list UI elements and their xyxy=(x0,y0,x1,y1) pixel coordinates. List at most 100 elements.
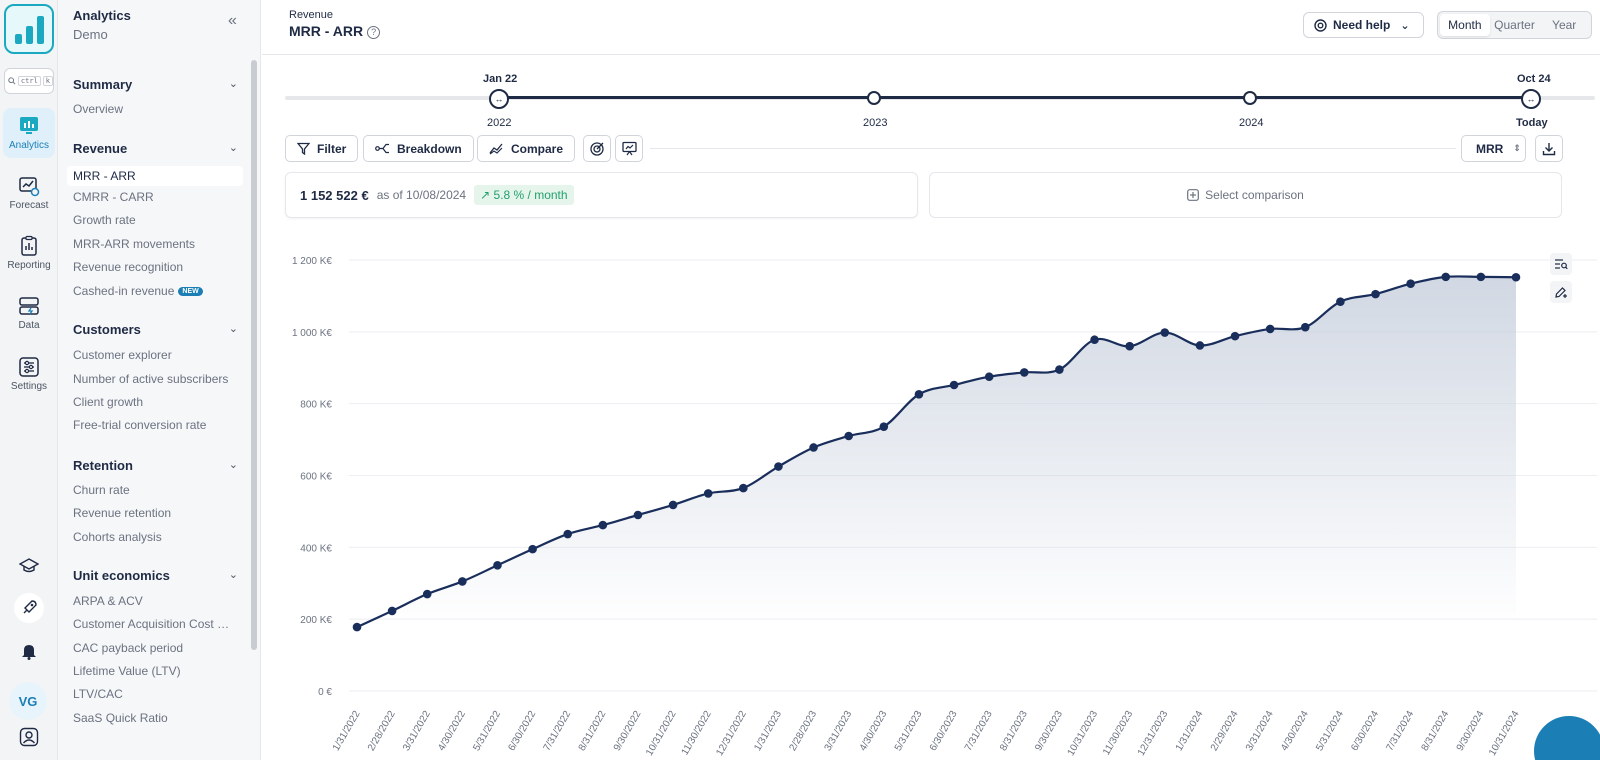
rail-item-settings[interactable]: Settings xyxy=(3,349,55,399)
notifications-button[interactable] xyxy=(14,636,44,666)
data-point xyxy=(774,462,783,471)
shortcut-key-ctrl: ctrl xyxy=(17,76,41,86)
rail-item-data[interactable]: Data xyxy=(3,288,55,338)
trend-up-icon: ↗ xyxy=(480,188,491,202)
nav-item-revenue-retention[interactable]: Revenue retention xyxy=(73,506,172,520)
timeline-range xyxy=(499,96,1531,99)
onboarding-button[interactable] xyxy=(14,593,44,623)
rail-item-reporting[interactable]: Reporting xyxy=(3,228,55,278)
nav-item-cac[interactable]: Customer Acquisition Cost (CAC) xyxy=(73,617,231,631)
x-tick-label: 5/31/2024 xyxy=(1314,709,1346,753)
breakdown-button[interactable]: Breakdown xyxy=(363,135,474,162)
profile-button[interactable] xyxy=(14,722,44,752)
chevron-down-icon: ⌄ xyxy=(228,142,238,154)
main-content: Revenue MRR - ARR? Need help ⌄ Month Qua… xyxy=(262,0,1600,760)
nav-item-churn-rate[interactable]: Churn rate xyxy=(73,483,130,497)
timeline-start-handle[interactable]: ↔ xyxy=(489,89,509,109)
select-comparison-button[interactable]: Select comparison xyxy=(929,172,1562,218)
x-tick-label: 7/31/2022 xyxy=(542,709,574,753)
nav-item-arpa-acv[interactable]: ARPA & ACV xyxy=(73,594,143,608)
nav-item-cohorts-analysis[interactable]: Cohorts analysis xyxy=(73,530,162,544)
rail-label: Reporting xyxy=(7,260,51,271)
y-tick-label: 800 K€ xyxy=(300,400,332,411)
nav-item-label: Cashed-in revenue xyxy=(73,284,175,298)
section-title: Unit economics xyxy=(73,568,170,583)
chevron-down-icon: ⌄ xyxy=(228,323,238,335)
filter-icon xyxy=(297,142,310,155)
nav-section-unit-economics[interactable]: Unit economics ⌄ xyxy=(73,568,238,583)
x-tick-label: 6/30/2024 xyxy=(1349,709,1381,753)
pencil-plus-icon xyxy=(1555,287,1567,298)
nav-item-overview[interactable]: Overview xyxy=(73,102,124,116)
workspace-name: Demo xyxy=(73,27,108,42)
timeline-today: Today xyxy=(1516,117,1548,129)
timeline-start-label: Jan 22 xyxy=(483,73,518,85)
x-tick-label: 3/31/2022 xyxy=(401,709,433,753)
need-help-button[interactable]: Need help ⌄ xyxy=(1303,12,1424,38)
user-avatar[interactable]: VG xyxy=(9,682,47,720)
nav-item-saas-quick-ratio[interactable]: SaaS Quick Ratio xyxy=(73,711,168,725)
x-tick-label: 10/31/2022 xyxy=(644,709,679,758)
period-quarter[interactable]: Quarter xyxy=(1494,18,1535,32)
data-point xyxy=(1336,297,1345,306)
timeline-end-label: Oct 24 xyxy=(1517,73,1551,85)
zoom-list-button[interactable] xyxy=(1550,253,1572,275)
nav-item-mrr-arr-movements[interactable]: MRR-ARR movements xyxy=(73,237,196,251)
nav-item-active-subscribers[interactable]: Number of active subscribers xyxy=(73,372,229,386)
collapse-sidebar-icon[interactable]: « xyxy=(228,12,237,29)
section-title: Revenue xyxy=(73,141,128,156)
nav-section-revenue[interactable]: Revenue ⌄ xyxy=(73,141,238,156)
x-tick-label: 3/31/2023 xyxy=(823,709,855,753)
x-tick-label: 10/31/2023 xyxy=(1066,709,1101,758)
y-tick-label: 1 200 K€ xyxy=(292,256,332,267)
period-month[interactable]: Month xyxy=(1440,14,1490,36)
download-button[interactable] xyxy=(1535,135,1563,162)
y-tick-label: 200 K€ xyxy=(300,615,332,626)
nav-item-cashed-in-revenue[interactable]: Cashed-in revenue NEW xyxy=(73,284,243,298)
breadcrumb: Revenue xyxy=(289,9,334,21)
icon-rail: ctrl k Analytics Forecast Reporting Data… xyxy=(0,0,58,760)
rail-item-analytics[interactable]: Analytics xyxy=(3,108,55,158)
reporting-icon xyxy=(21,235,37,256)
nav-item-client-growth[interactable]: Client growth xyxy=(73,395,144,409)
period-year[interactable]: Year xyxy=(1552,18,1577,32)
x-tick-label: 1/31/2023 xyxy=(752,709,784,753)
help-question-icon[interactable]: ? xyxy=(367,25,381,39)
quick-search-button[interactable]: ctrl k xyxy=(4,68,54,94)
y-tick-label: 1 000 K€ xyxy=(292,328,332,339)
nav-item-mrr-arr[interactable]: MRR - ARR xyxy=(67,166,243,186)
nav-item-customer-explorer[interactable]: Customer explorer xyxy=(73,348,172,362)
presentation-icon xyxy=(621,141,637,156)
download-icon xyxy=(1542,142,1556,155)
x-tick-label: 2/28/2022 xyxy=(366,709,398,753)
timeline-marker-2023[interactable] xyxy=(867,91,881,105)
timeline-end-handle[interactable]: ↔ xyxy=(1521,89,1541,109)
nav-item-ltv-cac[interactable]: LTV/CAC xyxy=(73,687,123,701)
annotate-button[interactable] xyxy=(1550,281,1572,303)
y-tick-label: 400 K€ xyxy=(300,543,332,554)
metric-select[interactable]: MRR ⇕ xyxy=(1461,135,1526,162)
nav-section-summary[interactable]: Summary ⌄ xyxy=(73,77,238,92)
presentation-button[interactable] xyxy=(615,135,643,162)
filter-button[interactable]: Filter xyxy=(285,135,359,162)
data-point xyxy=(1476,272,1486,282)
x-tick-label: 5/31/2022 xyxy=(471,709,503,753)
academy-button[interactable] xyxy=(14,551,44,581)
app-logo[interactable] xyxy=(4,4,54,54)
nav-section-customers[interactable]: Customers ⌄ xyxy=(73,322,238,337)
data-point xyxy=(387,606,397,616)
nav-item-revenue-recognition[interactable]: Revenue recognition xyxy=(73,260,184,274)
list-search-icon xyxy=(1555,259,1568,270)
nav-item-ltv[interactable]: Lifetime Value (LTV) xyxy=(73,664,181,678)
goals-button[interactable] xyxy=(583,135,611,162)
compare-button[interactable]: Compare xyxy=(477,135,576,162)
rail-item-forecast[interactable]: Forecast xyxy=(3,168,55,218)
timeline-marker-2024[interactable] xyxy=(1243,91,1257,105)
nav-section-retention[interactable]: Retention ⌄ xyxy=(73,458,238,473)
nav-scrollbar[interactable] xyxy=(251,60,257,650)
nav-item-free-trial-conversion[interactable]: Free-trial conversion rate xyxy=(73,418,207,432)
nav-item-cmrr-carr[interactable]: CMRR - CARR xyxy=(73,190,154,204)
section-title: Customers xyxy=(73,322,141,337)
nav-item-cac-payback[interactable]: CAC payback period xyxy=(73,641,184,655)
nav-item-growth-rate[interactable]: Growth rate xyxy=(73,213,136,227)
